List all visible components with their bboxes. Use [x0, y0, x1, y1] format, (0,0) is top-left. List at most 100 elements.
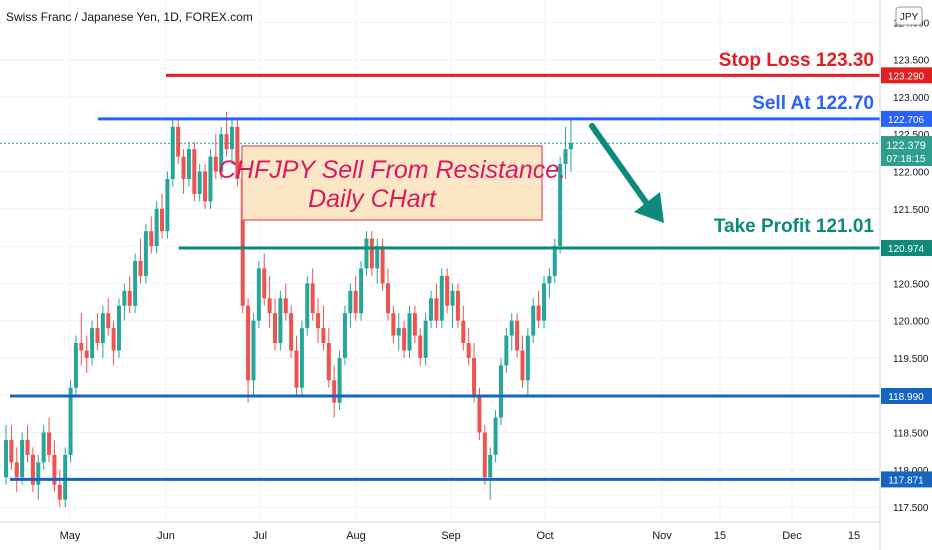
candle-body	[14, 462, 19, 478]
time-axis-label: 15	[848, 530, 860, 542]
candle-body	[224, 134, 229, 150]
candle-body	[316, 313, 321, 329]
support-2-tag	[881, 471, 932, 488]
candle-body	[380, 246, 385, 284]
candle-body	[278, 298, 283, 344]
candle-body	[461, 320, 466, 344]
time-axis-label: 15	[714, 530, 726, 542]
candle-body	[402, 328, 407, 351]
candle-body	[520, 350, 525, 381]
candle-body	[170, 126, 175, 179]
price-tags: 123.290 122.706 120.974 118.990 117.871	[881, 67, 932, 488]
candle-body	[289, 313, 294, 351]
candle-body	[552, 246, 557, 276]
candle-body	[4, 439, 8, 478]
candle-body	[504, 335, 509, 366]
candle-body	[63, 454, 68, 500]
candle-body	[434, 298, 439, 321]
time-axis-label: May	[60, 530, 81, 542]
time-axis[interactable]: May Jun Jul Aug Sep Oct Nov 15 Dec 15	[0, 521, 880, 542]
annotation-line-1: CHFJPY Sell From Resistance.	[218, 156, 566, 184]
candle-body	[165, 178, 170, 232]
candle-body	[133, 261, 138, 306]
annotation-box: CHFJPY Sell From Resistance. Daily CHart	[218, 145, 566, 221]
candle-body	[213, 156, 218, 172]
price-axis-label: 123.500	[893, 56, 930, 67]
candle-body	[418, 335, 423, 358]
price-axis-label: 120.000	[893, 317, 930, 328]
candle-body	[41, 432, 46, 463]
time-axis-label: Dec	[782, 530, 802, 542]
sell-at-tag	[881, 110, 932, 127]
candle-body	[568, 143, 573, 150]
take-profit-tag-text: 120.974	[888, 244, 925, 255]
candle-body	[493, 417, 498, 455]
svg-text:JPY: JPY	[900, 12, 919, 23]
bar-countdown: 07:18:15	[887, 154, 926, 165]
candle-body	[154, 208, 159, 247]
candle-body	[79, 343, 84, 351]
candle-series	[4, 111, 573, 508]
candle-body	[450, 290, 455, 306]
candle-body	[68, 387, 73, 455]
candle-body	[542, 283, 546, 321]
candle-body	[208, 156, 213, 202]
sell-at-tag-text: 122.706	[888, 115, 925, 126]
candle-body	[299, 328, 304, 388]
candle-body	[149, 231, 154, 247]
candle-body	[197, 171, 202, 194]
candle-body	[326, 343, 331, 381]
candle-body	[385, 283, 390, 314]
candle-body	[558, 164, 563, 247]
candle-body	[369, 238, 374, 269]
sell-at-label: Sell At 122.70	[752, 93, 874, 114]
candle-body	[531, 305, 536, 336]
candle-body	[332, 380, 337, 403]
current-price-value: 122.379	[886, 140, 926, 152]
symbol-title: Swiss Franc / Japanese Yen, 1D, FOREX.co…	[6, 10, 253, 24]
candle-body	[95, 328, 100, 344]
candle-body	[396, 328, 401, 336]
candle-body	[455, 290, 460, 321]
grid-lines	[0, 0, 880, 522]
candle-body	[240, 178, 245, 306]
candle-body	[267, 298, 272, 314]
price-axis-label: 120.500	[893, 279, 930, 290]
candle-body	[321, 328, 326, 344]
candle-body	[73, 343, 78, 388]
annotation-line-2: Daily CHart	[308, 185, 437, 213]
candle-body	[305, 283, 310, 329]
candle-body	[283, 298, 288, 314]
candle-body	[235, 126, 240, 179]
time-axis-label: Jul	[253, 530, 267, 542]
candle-body	[342, 313, 347, 358]
candle-body	[391, 313, 396, 336]
time-axis-label: Nov	[652, 530, 672, 542]
candle-body	[111, 328, 116, 351]
candle-body	[203, 171, 208, 202]
candle-body	[20, 439, 25, 478]
candle-body	[337, 357, 342, 403]
currency-badge[interactable]: JPY	[895, 6, 923, 26]
candle-body	[262, 268, 267, 299]
candle-body	[525, 335, 530, 381]
candle-body	[482, 432, 487, 478]
candle-body	[219, 134, 224, 172]
candle-body	[273, 313, 277, 344]
price-axis-label: 119.500	[893, 354, 929, 365]
support-1-tag	[881, 387, 932, 404]
price-axis-label: 123.000	[893, 93, 930, 104]
candle-body	[375, 246, 380, 269]
support-2-tag-text: 117.871	[888, 475, 924, 486]
candle-body	[116, 305, 121, 351]
candle-body	[477, 395, 482, 433]
candle-body	[122, 290, 127, 306]
level-lines	[10, 73, 880, 481]
candle-body	[192, 149, 197, 194]
candle-body	[52, 454, 57, 485]
candle-body	[47, 432, 52, 455]
candle-body	[294, 350, 299, 388]
candle-body	[25, 439, 30, 455]
time-axis-label: Aug	[346, 530, 366, 542]
